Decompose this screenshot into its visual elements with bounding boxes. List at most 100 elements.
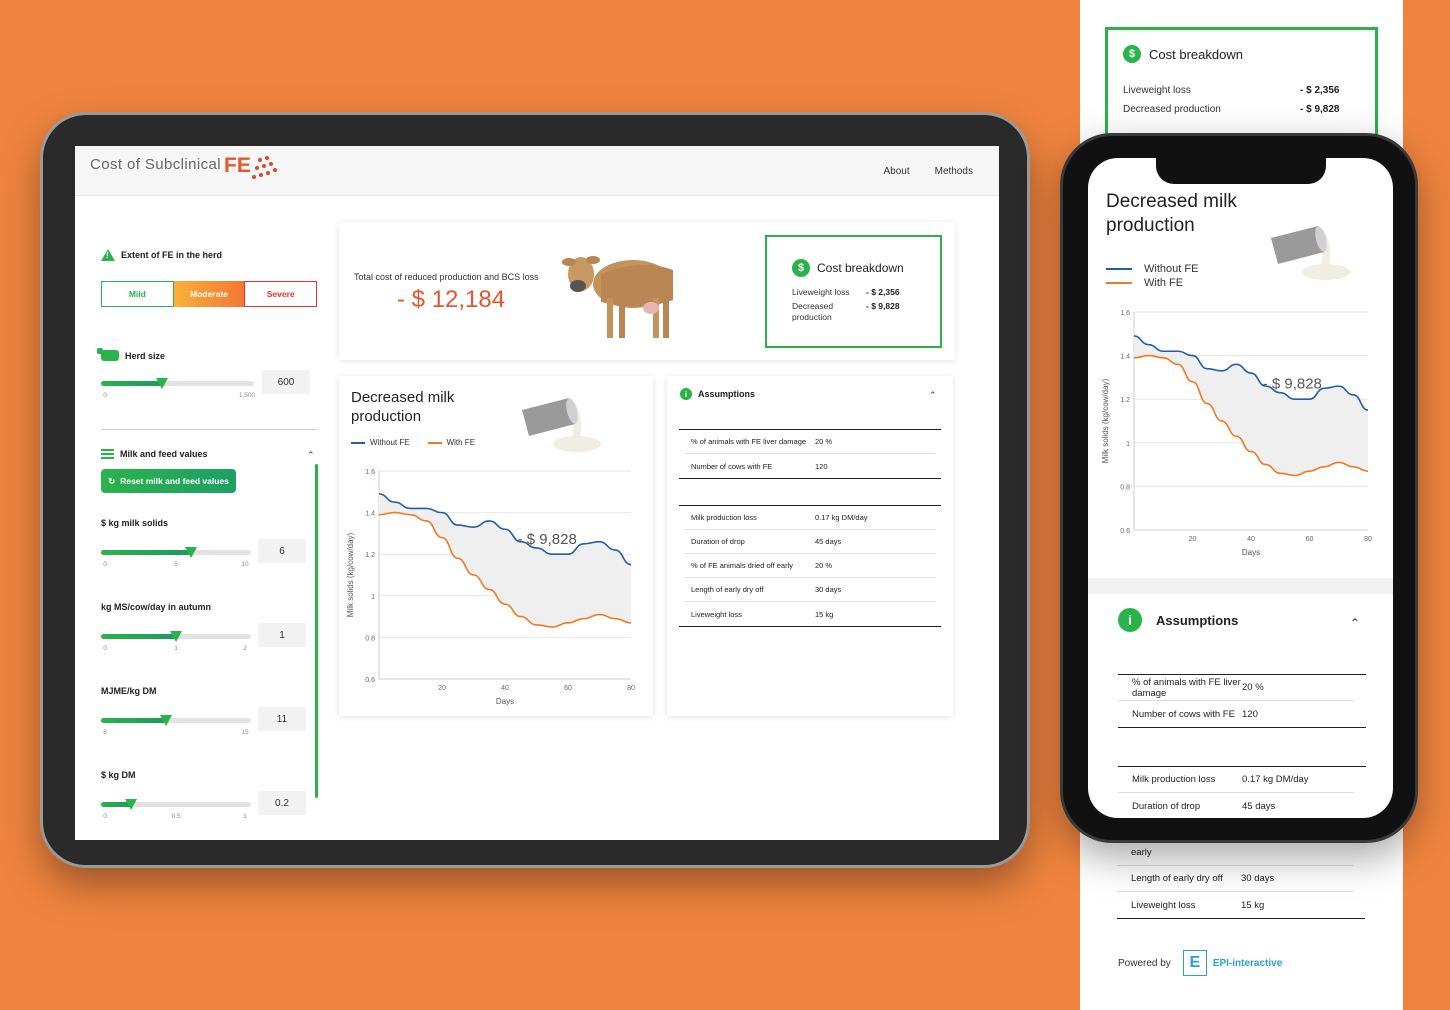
x-tick-label: 80	[1364, 536, 1372, 543]
slider-thumb[interactable]	[125, 799, 137, 810]
y-tick-label: 0.6	[365, 677, 375, 684]
table-row: Duration of drop 45 days	[1118, 793, 1354, 818]
reset-milk-feed-button[interactable]: ↻ Reset milk and feed values	[101, 469, 236, 493]
assumption-label: Liveweight loss	[691, 609, 742, 619]
table-row: Liveweight loss 15 kg	[685, 602, 935, 626]
assumption-label: % of animals with FE liver damage	[691, 437, 807, 446]
severity-severe-button[interactable]: Severe	[244, 281, 318, 307]
total-cost-card: Total cost of reduced production and BCS…	[339, 222, 955, 360]
severity-moderate-button[interactable]: Moderate	[173, 281, 245, 307]
slider-tick: 8	[103, 729, 107, 736]
assumption-label: Length of early dry off	[1131, 873, 1223, 884]
assumptions-card: i Assumptions ⌃ % of animals with FE liv…	[667, 376, 953, 716]
y-tick-label: 1.2	[365, 552, 375, 559]
slider-thumb[interactable]	[159, 715, 172, 726]
slider-tick: 0	[103, 561, 107, 568]
total-label: Total cost of reduced production and BCS…	[354, 272, 539, 282]
assumptions-title: Assumptions	[698, 389, 756, 399]
slider-tick: 0	[103, 645, 107, 652]
herd-size-input[interactable]: 600	[262, 370, 310, 394]
assumptions-heading[interactable]: i Assumptions	[1118, 608, 1238, 632]
breakdown-value: - $ 9,828	[1300, 104, 1340, 115]
assumption-value: 120	[815, 461, 828, 471]
legend-label: Without FE	[370, 438, 410, 447]
slider-tick: 1	[174, 645, 178, 652]
app-logo[interactable]: Cost of Subclinical FE	[90, 154, 286, 184]
sidebar: Extent of FE in the herd Mild Moderate S…	[75, 196, 330, 840]
breakdown-heading: $ Cost breakdown	[792, 259, 904, 277]
info-icon: i	[680, 388, 692, 400]
table-row: Length of early dry off 30 days	[1117, 866, 1353, 892]
slider-thumb[interactable]	[156, 378, 169, 389]
slider-tick: 2	[243, 645, 247, 652]
slider-value-input[interactable]: 1	[258, 623, 306, 647]
epi-logo[interactable]: E EPI-interactive	[1182, 950, 1283, 976]
y-axis-label: Milk solids (kg/cow/day)	[1101, 378, 1110, 463]
logo-fe: FE	[224, 154, 251, 177]
y-tick-label: 1.2	[1120, 397, 1130, 404]
tablet-screen: Cost of Subclinical FE About Methods Ext…	[75, 146, 999, 840]
app-header: Cost of Subclinical FE About Methods	[75, 146, 999, 196]
cost-breakdown-box: $ Cost breakdown Liveweight loss - $ 2,3…	[1105, 27, 1378, 142]
slider-label: $ kg milk solids	[101, 518, 169, 528]
table-row: % of FE animals dried off early 20 %	[685, 554, 935, 578]
slider-value-input[interactable]: 6	[258, 539, 306, 563]
slider-tick: 10	[241, 561, 249, 568]
series-line-without-fe	[1133, 335, 1369, 411]
slider-tick: 0	[103, 813, 107, 820]
difference-area	[379, 493, 631, 627]
phone-device: Decreased milk production Without FE Wit…	[1060, 133, 1418, 843]
assumption-label: % of FE animals dried off early	[691, 561, 793, 570]
assumptions-heading[interactable]: i Assumptions	[680, 388, 755, 400]
assumption-value: 120	[1242, 708, 1258, 720]
slider-value-input[interactable]: 11	[258, 707, 306, 731]
herd-title: Herd size	[125, 350, 166, 361]
milk-title: Decreased milk production	[1106, 191, 1237, 236]
tablet-device: Cost of Subclinical FE About Methods Ext…	[40, 112, 1030, 868]
y-tick-label: 1.4	[1120, 354, 1130, 361]
slider-thumb[interactable]	[170, 631, 182, 642]
breakdown-heading: $ Cost breakdown	[1123, 45, 1243, 63]
breakdown-title: Cost breakdown	[1149, 46, 1243, 62]
table-row: Number of cows with FE 120	[685, 454, 935, 478]
logo-dots-icon	[251, 154, 286, 184]
phone-screen: Decreased milk production Without FE Wit…	[1088, 158, 1393, 818]
slider-label: kg MS/cow/day in autumn	[101, 602, 212, 612]
severity-mild-button[interactable]: Mild	[101, 281, 174, 307]
nav-methods[interactable]: Methods	[934, 166, 973, 177]
assumption-label: Number of cows with FE	[1132, 708, 1235, 720]
divider	[101, 429, 317, 430]
table-row: early	[1117, 840, 1353, 866]
assumption-value: 0.17 kg DM/day	[815, 513, 868, 522]
phone-notch	[1156, 158, 1326, 184]
milk-chart: 0.6 0.8 1 1.2 1.4 1.6 20 40 60 80 Days Milk solids …	[346, 469, 635, 706]
slider-track	[101, 802, 251, 807]
x-axis-label: Days	[496, 697, 514, 706]
assumption-value: 30 days	[1241, 873, 1275, 884]
warning-icon	[101, 249, 115, 261]
assumption-label: Number of cows with FE	[691, 461, 773, 471]
legend-label: With FE	[446, 438, 476, 447]
chevron-up-icon[interactable]: ⌃	[1350, 616, 1361, 630]
chevron-up-icon[interactable]: ⌃	[929, 390, 937, 400]
slider-tick: 15	[241, 729, 249, 736]
slider-fill	[101, 381, 163, 386]
sliders-icon	[101, 449, 114, 459]
breakdown-value: - $ 9,828	[866, 301, 900, 311]
epi-logo-text: EPI-interactive	[1212, 957, 1283, 969]
y-axis-label: Milk solids (kg/cow/day)	[346, 532, 355, 617]
slider-thumb[interactable]	[185, 547, 197, 558]
legend-item: With FE	[1106, 276, 1198, 290]
chevron-up-icon[interactable]: ⌃	[307, 450, 315, 460]
extent-heading: Extent of FE in the herd	[101, 249, 222, 261]
scrollbar[interactable]	[315, 464, 318, 798]
slider-value-input[interactable]: 0.2	[258, 791, 306, 815]
feed-heading[interactable]: Milk and feed values	[101, 449, 208, 459]
assumption-label: Duration of drop	[691, 537, 745, 546]
difference-annotation: - $ 9,828	[518, 531, 577, 548]
tick-max: 1,500	[238, 392, 256, 399]
nav-about[interactable]: About	[883, 166, 910, 177]
assumptions-title: Assumptions	[1156, 612, 1239, 628]
top-nav: About Methods	[884, 166, 974, 177]
assumption-value: 45 days	[815, 537, 842, 546]
